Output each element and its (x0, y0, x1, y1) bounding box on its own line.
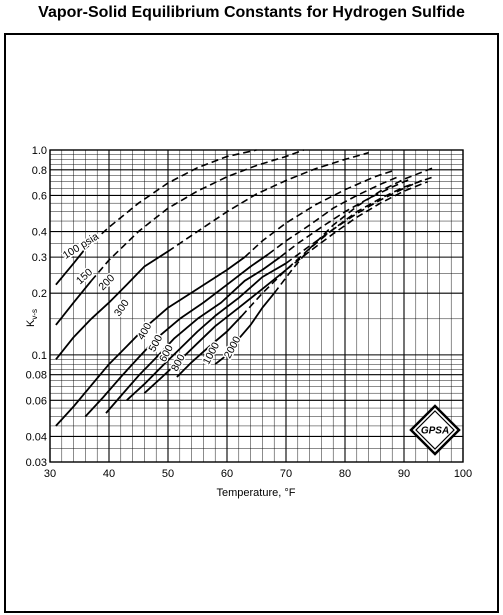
grid-lines (49, 149, 464, 463)
series-label: 1000 (201, 340, 223, 366)
curve-dashed (84, 149, 257, 250)
y-tick-label: 0.08 (26, 370, 47, 382)
y-tick-label: 0.4 (32, 227, 47, 239)
x-tick-label: 70 (280, 468, 292, 480)
curve-dashed (267, 176, 399, 255)
curve-dashed (167, 151, 369, 253)
curve-solid (214, 292, 275, 365)
series-100 (55, 149, 257, 286)
y-axis-label: Kv-s (25, 309, 39, 327)
y-tick-label: 0.06 (26, 395, 47, 407)
plot-border (49, 149, 464, 463)
x-tick-label: 30 (44, 468, 56, 480)
curve-dashed (90, 149, 304, 282)
curve-solid (143, 269, 287, 394)
series-2000 (214, 166, 434, 365)
curve-solid (126, 262, 287, 401)
y-tick-label: 0.04 (26, 431, 47, 443)
y-tick-label: 0.6 (32, 190, 47, 202)
curve-solid (55, 256, 246, 427)
tick-labels: 30 40 50 60 70 80 90 100 0.03 0.04 0.06 0.08 0.1 0.2 0… (26, 145, 473, 480)
curve-solid (55, 250, 169, 360)
curve-dashed (241, 176, 434, 317)
series-300 (55, 170, 393, 427)
series-200 (55, 151, 369, 360)
curve-dashed (244, 170, 393, 258)
curve-solid (176, 315, 243, 378)
x-tick-label: 60 (221, 468, 233, 480)
series-label: 300 (112, 297, 132, 318)
x-tick-label: 100 (454, 468, 472, 480)
x-axis-label: Temperature, °F (217, 487, 296, 499)
series-500 (105, 178, 411, 414)
y-tick-label: 0.1 (32, 350, 47, 362)
series-400 (84, 176, 399, 418)
y-tick-label: 0.8 (32, 165, 47, 177)
curve-solid (84, 253, 269, 418)
x-tick-label: 80 (339, 468, 351, 480)
curve-dashed (285, 180, 428, 271)
series-1000 (176, 176, 434, 378)
x-tick-label: 50 (162, 468, 174, 480)
series-label: 150 (74, 266, 95, 287)
series-150 (55, 149, 304, 326)
gpsa-logo: GPSA (409, 404, 461, 456)
y-tick-label: 1.0 (32, 145, 47, 157)
chart-frame (4, 33, 499, 613)
curve-dashed (279, 178, 411, 258)
curve-solid (55, 280, 92, 326)
curve-solid (55, 248, 87, 286)
series-800 (143, 180, 428, 394)
y-tick-label: 0.3 (32, 252, 47, 264)
y-tick-label: 0.2 (32, 288, 47, 300)
x-tick-label: 90 (398, 468, 410, 480)
series-600 (126, 179, 423, 401)
gpsa-logo-text: GPSA (421, 426, 449, 437)
y-tick-label: 0.03 (26, 457, 47, 469)
chart-title: Vapor-Solid Equilibrium Constants for Hy… (38, 4, 465, 21)
x-tick-label: 40 (103, 468, 115, 480)
curve-solid (105, 256, 281, 414)
curve-layer (55, 149, 434, 427)
series-label: 200 (96, 272, 117, 293)
curve-dashed (273, 166, 434, 294)
